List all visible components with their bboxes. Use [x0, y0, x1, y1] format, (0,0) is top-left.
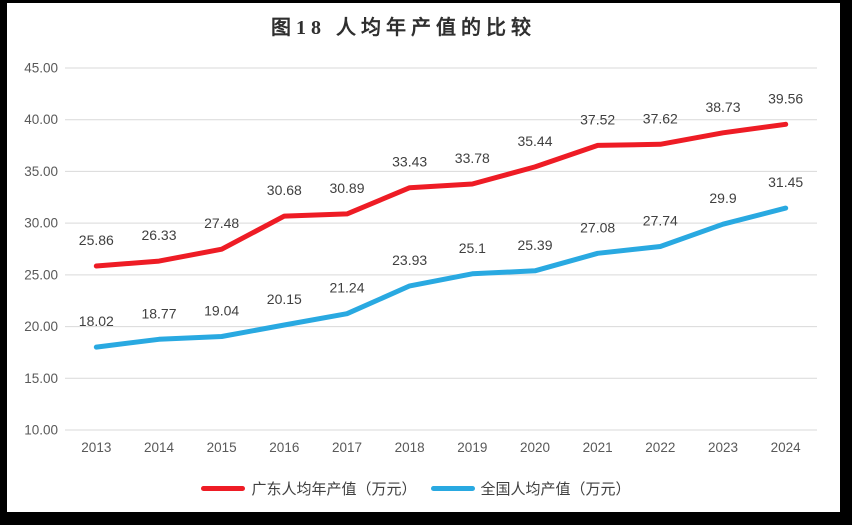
data-label: 21.24 — [329, 280, 364, 296]
data-label: 39.56 — [768, 90, 803, 106]
data-label: 18.02 — [79, 313, 114, 329]
data-label: 25.1 — [459, 240, 486, 256]
legend-swatch-national-icon — [430, 485, 475, 491]
legend-label-national: 全国人均产值（万元） — [480, 480, 631, 498]
y-tick-label: 25.00 — [24, 267, 58, 282]
x-tick-label: 2017 — [332, 440, 362, 455]
data-label: 18.77 — [141, 305, 176, 321]
legend-label-guangdong: 广东人均年产值（万元） — [251, 480, 417, 498]
data-label: 23.93 — [392, 252, 427, 268]
data-label: 37.62 — [643, 110, 678, 126]
y-tick-label: 20.00 — [24, 319, 58, 334]
data-label: 20.15 — [267, 291, 302, 307]
x-tick-label: 2024 — [771, 440, 802, 455]
data-label: 33.78 — [455, 150, 490, 166]
x-tick-label: 2022 — [645, 440, 675, 455]
data-label: 30.68 — [267, 182, 302, 198]
y-tick-label: 35.00 — [24, 164, 58, 179]
x-tick-label: 2020 — [520, 440, 550, 455]
x-tick-label: 2021 — [583, 440, 613, 455]
y-tick-label: 10.00 — [24, 423, 58, 438]
data-label: 29.9 — [709, 190, 736, 206]
data-label: 38.73 — [705, 99, 740, 115]
x-tick-label: 2014 — [144, 440, 175, 455]
y-tick-label: 30.00 — [24, 216, 58, 231]
series-line-1 — [93, 205, 789, 350]
data-label: 19.04 — [204, 303, 239, 319]
legend-item-national: 全国人均产值（万元） — [430, 478, 631, 499]
data-label: 35.44 — [517, 133, 552, 149]
data-label: 25.39 — [517, 237, 552, 253]
legend-item-guangdong: 广东人均年产值（万元） — [201, 478, 417, 499]
legend-swatch-guangdong-icon — [201, 485, 246, 491]
legend: 广东人均年产值（万元） 全国人均产值（万元） — [0, 477, 842, 499]
data-label: 30.89 — [329, 180, 364, 196]
y-tick-label: 40.00 — [24, 112, 58, 127]
x-tick-label: 2016 — [269, 440, 299, 455]
data-label: 33.43 — [392, 154, 427, 170]
data-label: 27.48 — [204, 215, 239, 231]
chart-title: 图18 人均年产值的比较 — [271, 17, 536, 39]
series-line-0 — [93, 121, 789, 269]
data-label: 31.45 — [768, 174, 803, 190]
x-tick-label: 2019 — [457, 440, 487, 455]
y-tick-label: 15.00 — [24, 371, 58, 386]
x-tick-label: 2018 — [395, 440, 425, 455]
data-label: 25.86 — [79, 232, 114, 248]
x-tick-label: 2013 — [81, 440, 111, 455]
x-tick-label: 2015 — [207, 440, 237, 455]
data-label: 27.74 — [643, 213, 678, 229]
data-label: 37.52 — [580, 111, 615, 127]
data-label: 27.08 — [580, 219, 615, 235]
y-tick-label: 45.00 — [24, 61, 58, 76]
chart-background — [7, 3, 840, 512]
data-label: 26.33 — [141, 227, 176, 243]
x-tick-label: 2023 — [708, 440, 738, 455]
